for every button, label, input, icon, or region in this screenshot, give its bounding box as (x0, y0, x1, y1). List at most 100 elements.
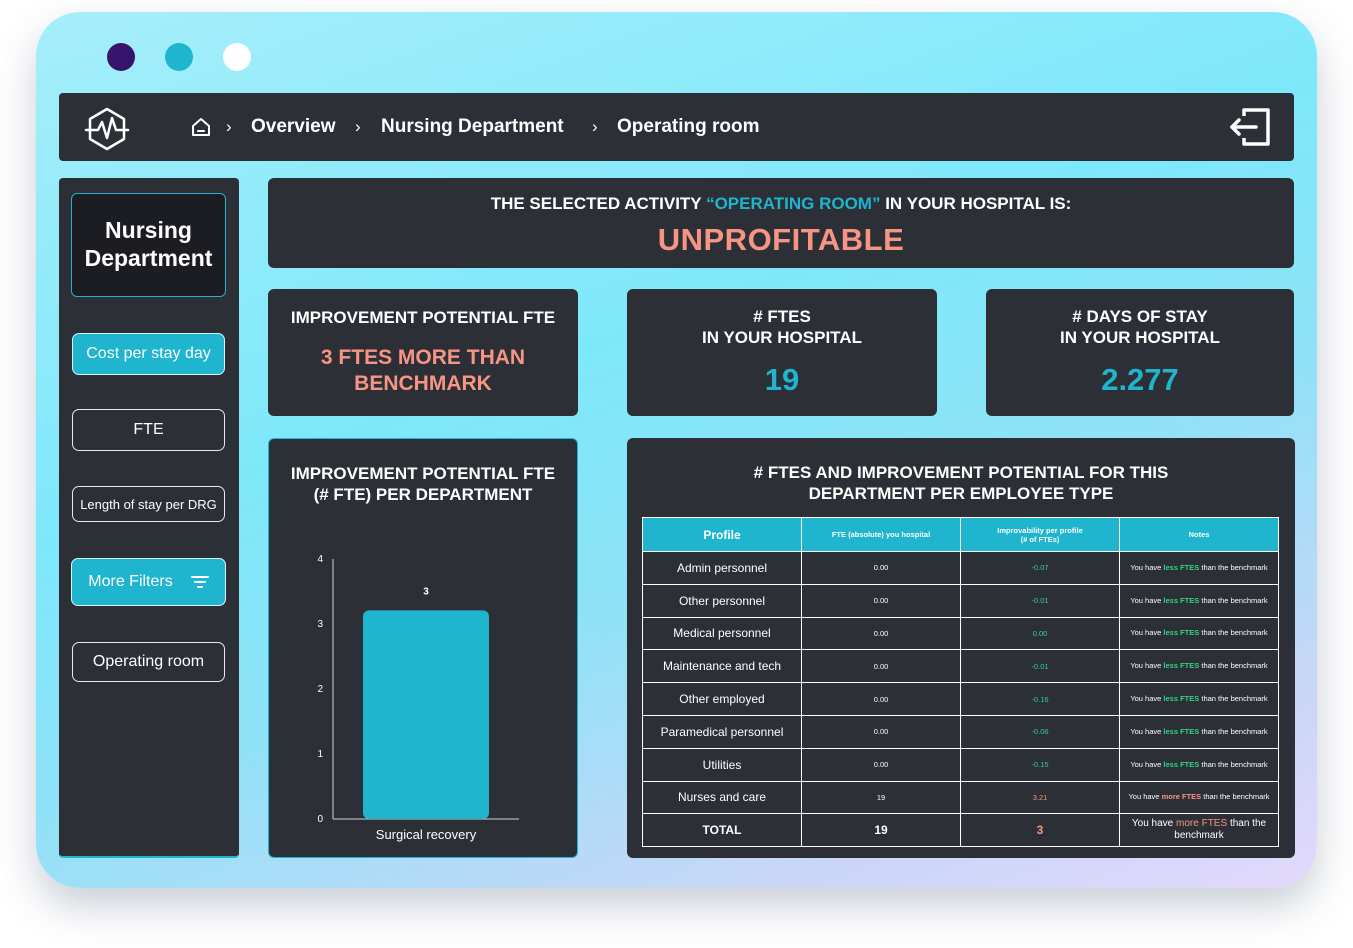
profile-cell: Medical personnel (642, 616, 802, 651)
table-title-line1: # FTES AND IMPROVEMENT POTENTIAL FOR THI… (753, 463, 1169, 482)
note-comparison: less FTES (1163, 661, 1200, 671)
breadcrumb-overview[interactable]: Overview (251, 116, 336, 137)
improvability-cell: -0.01 (960, 583, 1120, 618)
fte-cell: 0.00 (801, 551, 961, 585)
notes-cell: You have less FTES than the benchmark (1119, 551, 1279, 585)
more-filters-button[interactable]: More Filters (71, 558, 226, 606)
department-card: Nursing Department (71, 193, 226, 297)
fte-cell: 0.00 (801, 682, 961, 716)
bar-data-label: 3 (423, 586, 429, 597)
improvability-cell: 3 (960, 813, 1120, 848)
window-control-dot[interactable] (165, 43, 193, 71)
table-row: Utilities 0.00 -0.15 You have less FTES tha… (642, 747, 1279, 782)
bar[interactable] (363, 610, 489, 819)
heart-monitor-hexagon-icon[interactable] (84, 106, 130, 152)
breadcrumb-separator: › (226, 117, 232, 136)
improvement-potential-value-line2: BENCHMARK (354, 372, 492, 395)
note-benchmark: than the benchmark (1201, 726, 1268, 736)
notes-cell: You have less FTES than the benchmark (1119, 649, 1279, 684)
improvement-potential-value-line1: 3 FTES MORE THAN (320, 346, 526, 369)
notes-cell: You have less FTES than the benchmark (1119, 714, 1279, 749)
improvability-cell: -0.01 (960, 649, 1120, 684)
activity-status-banner: THE SELECTED ACTIVITY “OPERATING ROOM” I… (268, 178, 1294, 268)
y-tick-label: 1 (317, 749, 323, 760)
notes-cell: You have less FTES than the benchmark (1119, 747, 1279, 782)
more-filters-label: More Filters (88, 573, 173, 590)
fte-cell: 0.00 (801, 616, 961, 651)
logout-icon[interactable] (1228, 106, 1272, 148)
length-of-stay-button[interactable]: Length of stay per DRG (72, 486, 225, 522)
note-benchmark: than the benchmark (1201, 759, 1268, 769)
note-you-have: You have (1130, 661, 1162, 671)
fte-table: Profile FTE (absolute) you hospital Impr… (642, 517, 1279, 848)
column-header-profile[interactable]: Profile (642, 517, 802, 552)
window-control-dot[interactable] (223, 43, 251, 71)
table-row: Maintenance and tech 0.00 -0.01 You have le… (642, 649, 1279, 684)
chart-title-line2: (# FTE) PER DEPARTMENT (313, 485, 533, 504)
column-header-improvability[interactable]: Improvability per profile (# of FTEs) (960, 517, 1120, 552)
profile-cell: Admin personnel (642, 551, 802, 585)
improvability-cell: -0.16 (960, 682, 1120, 716)
bar-chart: 0 1 2 3 4 3 Surgical recovery (317, 554, 519, 842)
table-row: Other employed 0.00 -0.16 You have less FTE… (642, 682, 1279, 716)
note-comparison: less FTES (1163, 595, 1200, 605)
ftes-title-line1: # FTES (753, 307, 811, 326)
note-benchmark: than the benchmark (1174, 818, 1267, 842)
ftes-value: 19 (764, 362, 800, 397)
notes-cell: You have less FTES than the benchmark (1119, 583, 1279, 618)
filter-icon (190, 576, 209, 588)
improvability-cell: -0.06 (960, 714, 1120, 749)
note-benchmark: than the benchmark (1203, 792, 1270, 802)
home-icon[interactable] (190, 116, 212, 138)
ftes-title-line2: IN YOUR HOSPITAL (702, 328, 862, 347)
profile-cell: Nurses and care (642, 780, 802, 815)
note-you-have: You have (1130, 726, 1162, 736)
table-title-line2: DEPARTMENT PER EMPLOYEE TYPE (808, 484, 1114, 503)
note-benchmark: than the benchmark (1201, 628, 1268, 638)
note-you-have: You have (1130, 759, 1162, 769)
y-tick-label: 2 (317, 684, 323, 695)
improvability-cell: -0.15 (960, 747, 1120, 782)
notes-cell: You have more FTES than the benchmark (1119, 813, 1279, 848)
cost-per-stay-day-label: Cost per stay day (86, 345, 211, 362)
fte-button[interactable]: FTE (72, 409, 225, 451)
note-benchmark: than the benchmark (1201, 694, 1268, 704)
note-you-have: You have (1130, 595, 1162, 605)
note-comparison: more FTES (1161, 792, 1202, 802)
improvability-cell: 0.00 (960, 616, 1120, 651)
window-control-dot[interactable] (107, 43, 135, 71)
table-row: Other personnel 0.00 -0.01 You have less FT… (642, 583, 1279, 618)
note-you-have: You have (1128, 792, 1160, 802)
cost-per-stay-day-button[interactable]: Cost per stay day (72, 333, 225, 375)
days-title-line1: # DAYS OF STAY (1072, 307, 1208, 326)
note-comparison: less FTES (1163, 562, 1200, 572)
fte-label: FTE (133, 421, 164, 438)
note-benchmark: than the benchmark (1201, 595, 1268, 605)
fte-cell: 19 (801, 813, 961, 848)
notes-cell: You have more FTES than the benchmark (1119, 780, 1279, 815)
profile-cell: Maintenance and tech (642, 649, 802, 684)
operating-room-button[interactable]: Operating room (72, 642, 225, 682)
table-row: Medical personnel 0.00 0.00 You have less F… (642, 616, 1279, 651)
profile-cell: Other personnel (642, 583, 802, 618)
profile-cell: Other employed (642, 682, 802, 716)
note-you-have: You have (1130, 562, 1162, 572)
ftes-card: # FTES IN YOUR HOSPITAL 19 (627, 289, 937, 416)
improvability-header-line2: (# of FTEs) (1020, 534, 1060, 544)
chart-title: IMPROVEMENT POTENTIAL FTE (# FTE) PER DE… (269, 463, 577, 505)
table-title: # FTES AND IMPROVEMENT POTENTIAL FOR THI… (627, 462, 1295, 504)
improvement-potential-card: IMPROVEMENT POTENTIAL FTE 3 FTES MORE TH… (268, 289, 578, 416)
table-total-row: TOTAL 19 3 You have more FTES than the benc… (642, 813, 1279, 848)
column-header-fte[interactable]: FTE (absolute) you hospital (801, 517, 961, 552)
fte-cell: 0.00 (801, 649, 961, 684)
top-navigation-bar (59, 93, 1294, 161)
breadcrumb-separator: › (592, 117, 598, 136)
breadcrumb-operating-room[interactable]: Operating room (617, 116, 760, 137)
length-of-stay-label: Length of stay per DRG (80, 496, 217, 512)
days-title-line2: IN YOUR HOSPITAL (1060, 328, 1220, 347)
profitability-status: UNPROFITABLE (657, 222, 905, 257)
profile-cell: TOTAL (642, 813, 802, 848)
breadcrumb-nursing-department[interactable]: Nursing Department (381, 116, 564, 137)
note-comparison: less FTES (1163, 628, 1200, 638)
column-header-notes[interactable]: Notes (1119, 517, 1279, 552)
